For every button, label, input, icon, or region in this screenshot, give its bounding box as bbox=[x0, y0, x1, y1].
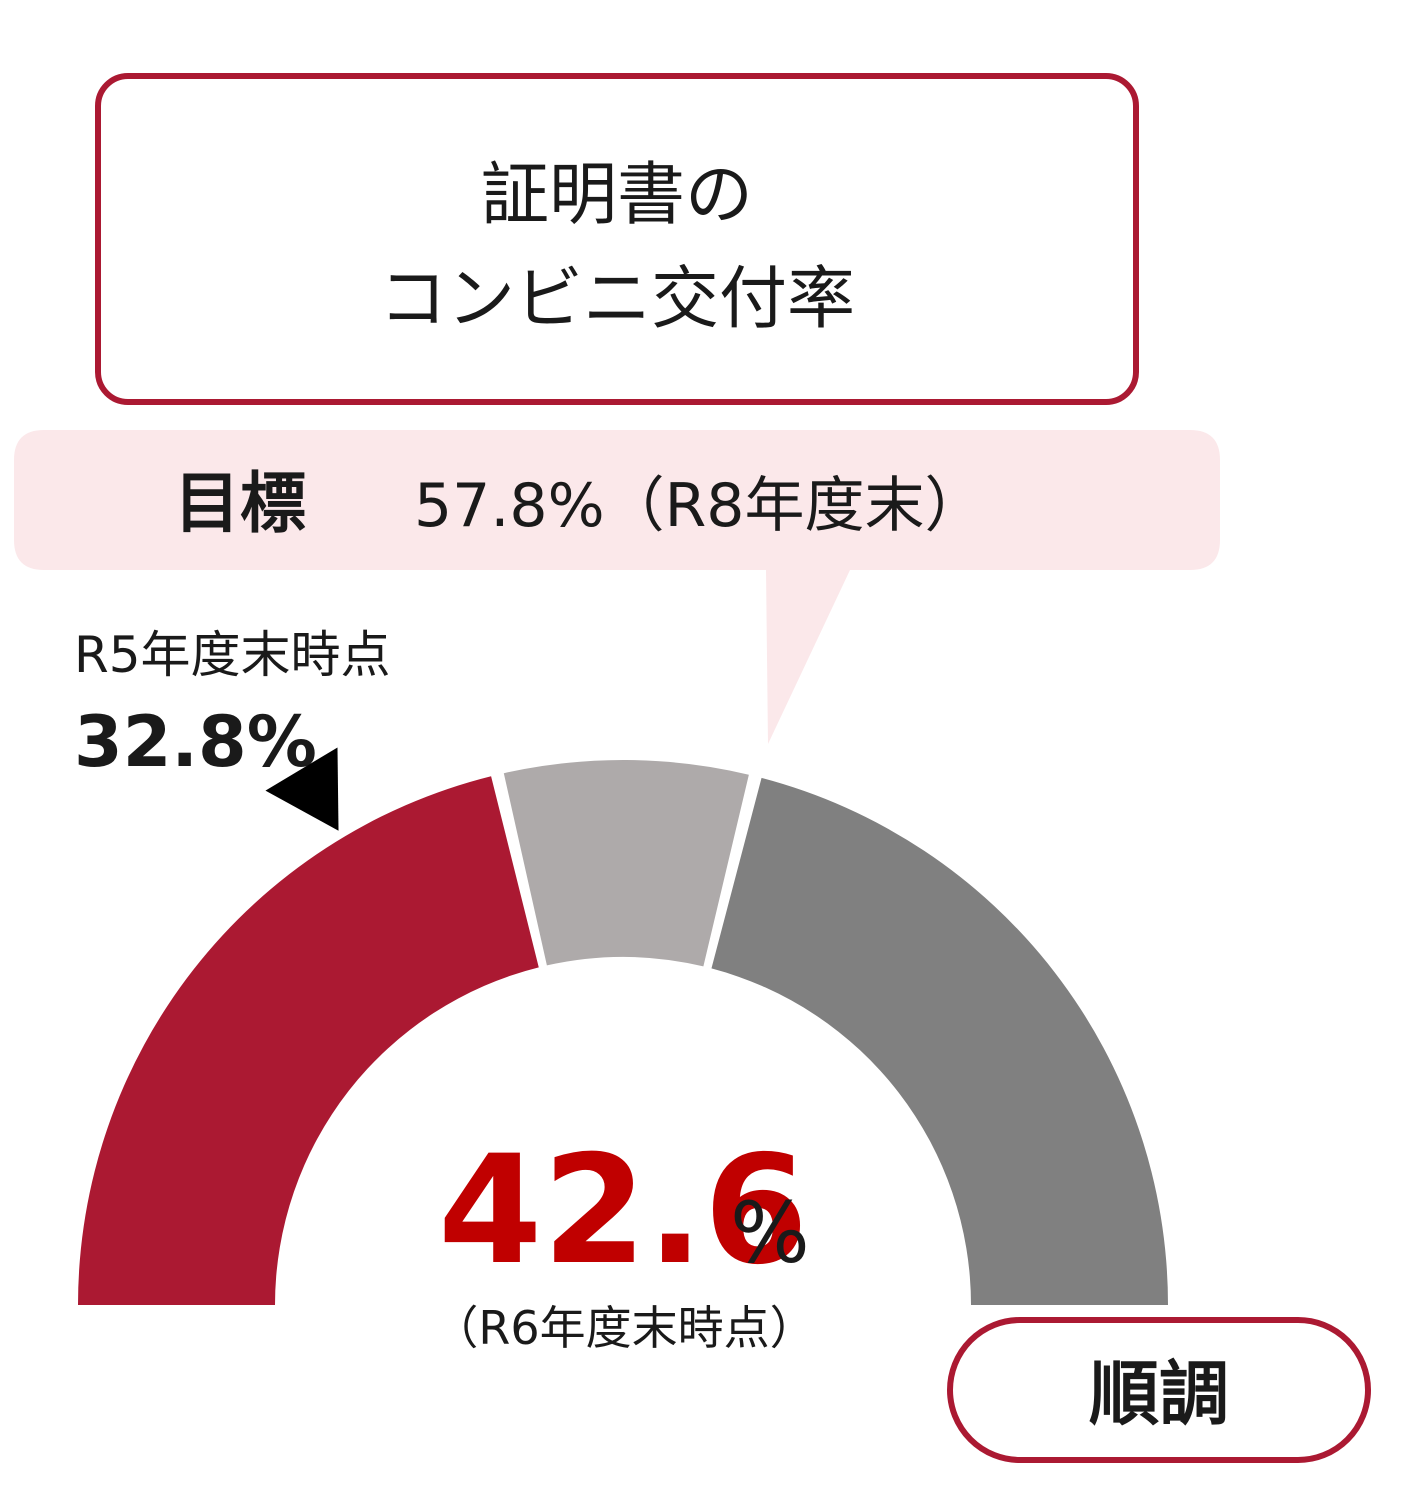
title-box-frame bbox=[95, 73, 1139, 405]
status-badge: 順調 bbox=[947, 1317, 1371, 1463]
target-callout-bubble bbox=[14, 430, 1220, 744]
status-label: 順調 bbox=[1089, 1353, 1229, 1435]
previous-value: 32.8% bbox=[74, 701, 317, 783]
target-callout: 目標 57.8%（R8年度末） bbox=[14, 430, 1220, 744]
title-box: 証明書の コンビニ交付率 bbox=[95, 73, 1139, 405]
gauge bbox=[78, 760, 1168, 1305]
gauge-segment-3 bbox=[711, 777, 1168, 1305]
current-note: （R6年度末時点） bbox=[432, 1301, 815, 1355]
previous-marker bbox=[265, 747, 339, 831]
target-label: 目標 bbox=[174, 465, 306, 542]
current-unit: % bbox=[730, 1184, 810, 1282]
target-value: 57.8%（R8年度末） bbox=[414, 471, 984, 541]
status-badge-frame bbox=[947, 1317, 1371, 1463]
title-line-1: 証明書の bbox=[481, 156, 753, 235]
previous-label: R5年度末時点 bbox=[74, 626, 391, 684]
previous-annotation: R5年度末時点 32.8% bbox=[74, 626, 391, 831]
gauge-segment-1 bbox=[78, 776, 539, 1305]
current-value: 42.6 bbox=[438, 1124, 808, 1298]
current-value-group: 42.6 % （R6年度末時点） bbox=[432, 1124, 815, 1355]
title-line-2: コンビニ交付率 bbox=[379, 260, 855, 339]
gauge-segment-2 bbox=[503, 760, 749, 967]
